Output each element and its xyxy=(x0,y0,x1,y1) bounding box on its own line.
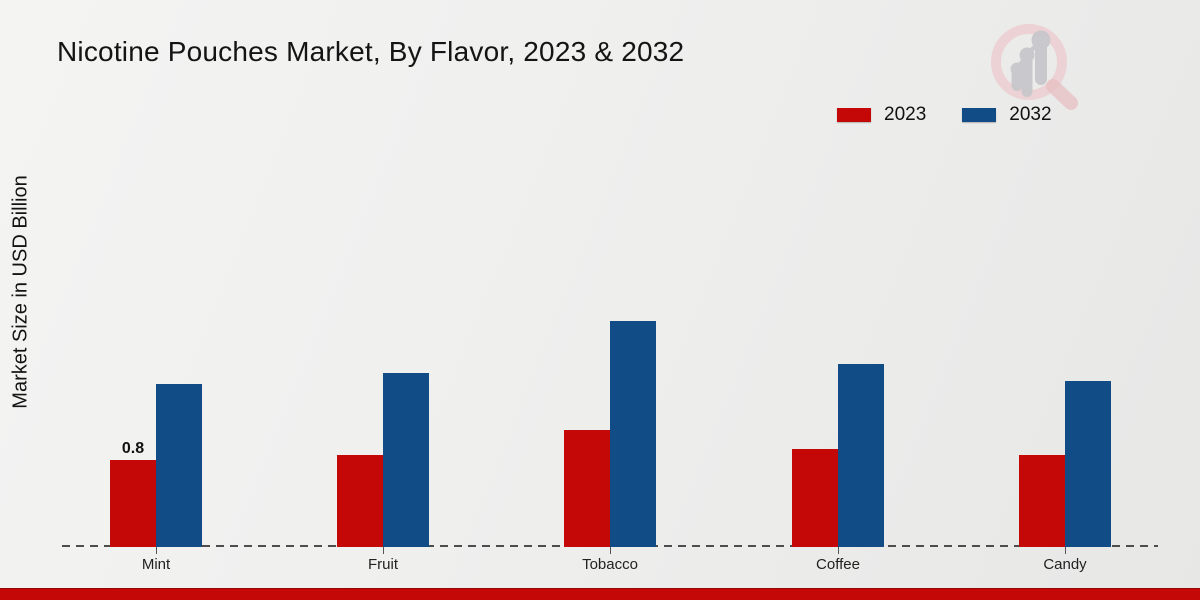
bar-2032-candy xyxy=(1065,381,1111,547)
bar-2023-mint xyxy=(110,460,156,547)
bar-2023-coffee xyxy=(792,449,838,547)
legend-item-2023: 2023 xyxy=(837,104,926,126)
chart-title: Nicotine Pouches Market, By Flavor, 2023… xyxy=(57,36,685,67)
x-tick-candy xyxy=(1065,547,1066,554)
legend-label-2023: 2023 xyxy=(884,104,927,125)
x-tick-mint xyxy=(156,547,157,554)
x-tick-tobacco xyxy=(610,547,611,554)
bar-2032-mint xyxy=(156,384,202,547)
bar-2032-coffee xyxy=(838,364,884,547)
x-category-label-candy: Candy xyxy=(1043,556,1087,573)
bar-2032-fruit xyxy=(383,373,429,547)
x-category-label-mint: Mint xyxy=(141,556,171,573)
legend: 2023 2032 xyxy=(837,104,1052,126)
x-tick-coffee xyxy=(838,547,839,554)
legend-swatch-2032-icon xyxy=(962,108,997,122)
bar-2023-candy xyxy=(1019,455,1065,547)
bar-2023-tobacco xyxy=(564,430,610,547)
legend-swatch-2023-icon xyxy=(837,108,871,122)
x-category-label-tobacco: Tobacco xyxy=(582,556,638,573)
footer-accent-bar xyxy=(0,588,1200,600)
data-label-2023-mint: 0.8 xyxy=(121,440,145,457)
legend-item-2032: 2032 xyxy=(962,104,1052,126)
bar-2032-tobacco xyxy=(610,321,656,547)
bar-2023-fruit xyxy=(337,455,383,547)
x-category-label-fruit: Fruit xyxy=(368,556,398,573)
legend-label-2032: 2032 xyxy=(1009,104,1052,125)
x-tick-fruit xyxy=(383,547,384,554)
x-category-label-coffee: Coffee xyxy=(816,556,860,573)
